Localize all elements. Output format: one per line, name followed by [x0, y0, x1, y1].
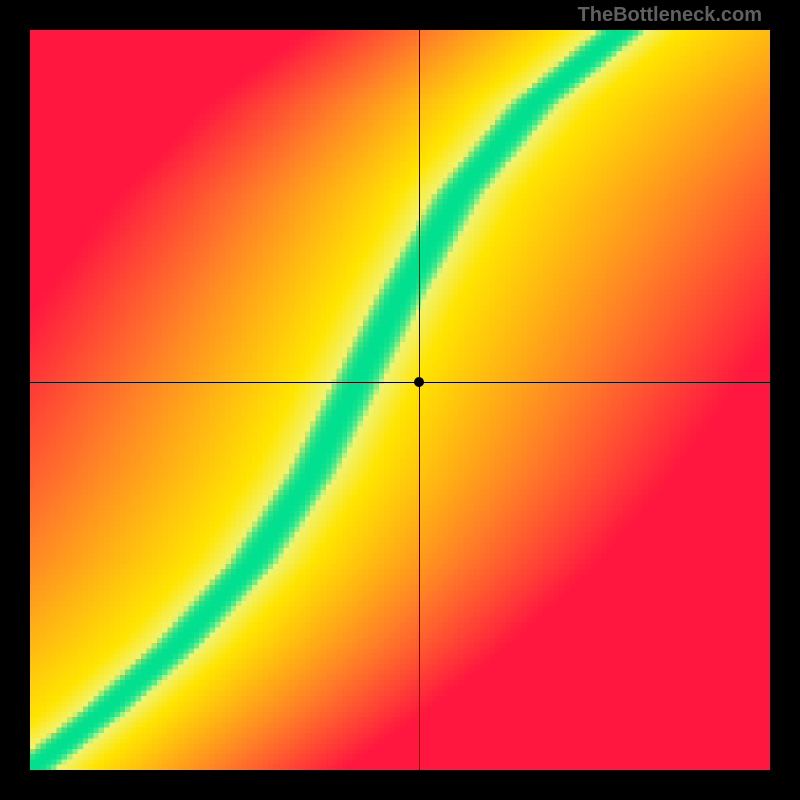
- crosshair-horizontal: [30, 382, 770, 383]
- heatmap-canvas: [30, 30, 770, 770]
- heatmap-plot: [30, 30, 770, 770]
- crosshair-vertical: [419, 30, 420, 770]
- watermark-text: TheBottleneck.com: [578, 4, 762, 27]
- crosshair-marker: [414, 377, 424, 387]
